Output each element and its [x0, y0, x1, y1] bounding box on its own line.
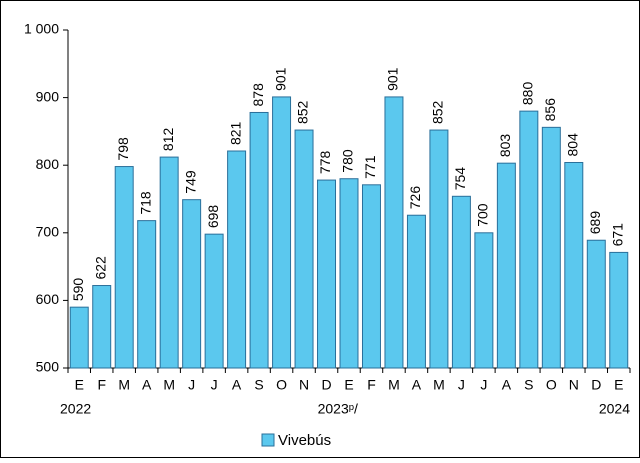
x-tick-label: A: [232, 377, 242, 393]
bar: [294, 129, 314, 369]
bar: [114, 166, 134, 369]
legend-swatch: [261, 433, 275, 447]
y-tick-label: 500: [36, 359, 60, 375]
bar: [249, 111, 269, 369]
bar: [159, 156, 179, 369]
x-tick-label: M: [388, 377, 400, 393]
bar: [204, 233, 224, 369]
value-label: 812: [160, 128, 176, 152]
bar: [361, 184, 381, 369]
bar: [496, 162, 516, 369]
value-label: 798: [115, 137, 131, 161]
value-label: 590: [70, 278, 86, 302]
value-label: 718: [137, 191, 153, 215]
year-label: 2022: [60, 401, 91, 417]
bar: [384, 96, 404, 369]
y-tick-label: 600: [36, 291, 60, 307]
x-tick-label: J: [188, 377, 195, 393]
x-tick-label: A: [412, 377, 422, 393]
value-label: 852: [430, 100, 446, 124]
y-tick-label: 900: [36, 88, 60, 104]
y-tick-label: 800: [36, 156, 60, 172]
year-label: 2024: [599, 401, 630, 417]
value-label: 804: [565, 133, 581, 157]
x-tick-label: A: [502, 377, 512, 393]
y-tick-label: 700: [36, 224, 60, 240]
x-tick-label: D: [321, 377, 331, 393]
bar: [519, 110, 539, 369]
value-label: 689: [587, 211, 603, 235]
value-label: 698: [205, 205, 221, 229]
bar: [451, 195, 471, 369]
bar: [474, 232, 494, 369]
value-label: 880: [520, 82, 536, 106]
value-label: 901: [385, 67, 401, 91]
y-tick-label: 1 000: [24, 21, 59, 37]
bar: [92, 285, 112, 369]
value-label: 754: [452, 167, 468, 191]
value-label: 878: [250, 83, 266, 107]
bar: [429, 129, 449, 369]
x-tick-label: M: [118, 377, 130, 393]
legend-label: Vivebús: [278, 432, 331, 449]
x-tick-label: J: [458, 377, 465, 393]
x-tick-label: S: [254, 377, 263, 393]
value-label: 671: [609, 223, 625, 247]
value-label: 856: [542, 98, 558, 122]
bar: [609, 251, 629, 369]
value-label: 771: [362, 155, 378, 179]
year-label: 2023ᵖ/: [318, 401, 358, 417]
bar: [317, 179, 337, 369]
bar: [564, 161, 584, 369]
x-tick-label: A: [142, 377, 152, 393]
value-label: 803: [497, 134, 513, 158]
value-label: 780: [340, 149, 356, 173]
x-tick-label: O: [276, 377, 287, 393]
bar: [227, 150, 247, 369]
value-label: 901: [272, 67, 288, 91]
bar: [69, 306, 89, 369]
value-label: 749: [182, 170, 198, 194]
bar: [272, 96, 292, 369]
value-label: 726: [407, 186, 423, 210]
x-tick-label: M: [163, 377, 175, 393]
x-tick-label: F: [97, 377, 106, 393]
x-tick-label: E: [344, 377, 353, 393]
bar: [541, 126, 561, 369]
x-tick-label: O: [546, 377, 557, 393]
x-tick-label: N: [569, 377, 579, 393]
x-tick-label: J: [480, 377, 487, 393]
value-label: 852: [295, 100, 311, 124]
bar: [137, 220, 157, 369]
x-tick-label: J: [211, 377, 218, 393]
x-tick-label: N: [299, 377, 309, 393]
x-tick-label: M: [433, 377, 445, 393]
value-label: 821: [227, 121, 243, 145]
bar: [182, 199, 202, 369]
x-tick-label: D: [591, 377, 601, 393]
x-tick-label: E: [75, 377, 84, 393]
x-tick-label: F: [367, 377, 376, 393]
value-label: 700: [475, 203, 491, 227]
bar: [586, 239, 606, 369]
bar: [339, 178, 359, 369]
x-tick-label: E: [614, 377, 623, 393]
value-label: 622: [92, 256, 108, 280]
bar: [406, 214, 426, 369]
x-tick-label: S: [524, 377, 533, 393]
value-label: 778: [317, 150, 333, 174]
